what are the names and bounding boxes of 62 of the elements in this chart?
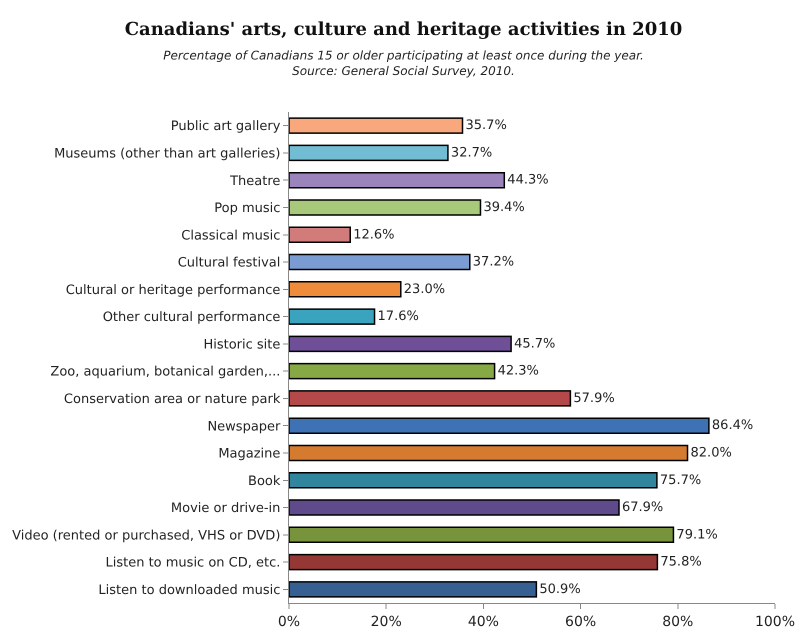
y-tick-label: Video (rented or purchased, VHS or DVD) [12, 528, 280, 544]
data-label: 82.0% [690, 445, 732, 460]
bar [289, 336, 512, 352]
data-label: 17.6% [378, 309, 419, 324]
data-label: 23.0% [404, 282, 446, 297]
data-label: 57.9% [573, 390, 615, 406]
y-tick-label: Movie or drive-in [170, 501, 280, 516]
y-tick-label: Cultural or heritage performance [66, 282, 280, 298]
data-label: 50.9% [539, 582, 581, 597]
y-tick-label: Magazine [218, 446, 280, 462]
y-tick-label: Theatre [229, 174, 280, 189]
bar [289, 308, 376, 325]
data-label: 37.2% [472, 254, 514, 270]
data-label: 39.4% [483, 200, 525, 215]
data-label: 12.6% [353, 227, 395, 242]
data-label: 86.4% [712, 418, 754, 434]
y-tick-label: Museums (other than art galleries) [54, 146, 280, 162]
y-tick-label: Conservation area or nature park [64, 392, 281, 407]
bar [289, 444, 688, 462]
bar [289, 472, 658, 488]
x-tick-label: 60% [565, 614, 596, 630]
y-tick-label: Listen to downloaded music [98, 582, 280, 598]
x-tick-label: 80% [662, 614, 694, 630]
y-tick-label: Classical music [181, 228, 280, 244]
bar [289, 499, 620, 516]
bar [289, 554, 658, 570]
y-tick-label: Public art gallery [170, 119, 281, 134]
y-tick-label: Historic site [203, 337, 280, 352]
data-label: 32.7% [450, 145, 492, 160]
bar [289, 144, 449, 162]
data-label: 45.7% [514, 336, 556, 352]
bar [289, 526, 674, 544]
bar [289, 390, 572, 407]
bar [289, 226, 351, 243]
y-tick-label: Cultural festival [178, 256, 280, 271]
x-tick-label: 20% [370, 614, 402, 630]
y-tick-label: Other cultural performance [102, 310, 280, 326]
data-label: 67.9% [622, 500, 664, 516]
y-tick-label: Newspaper [207, 419, 282, 434]
bar [289, 417, 710, 434]
bar [289, 117, 464, 134]
x-tick-label: 0% [278, 614, 300, 630]
bar [289, 281, 402, 298]
data-label: 35.7% [466, 118, 507, 134]
data-label: 42.3% [498, 364, 539, 379]
bar [289, 172, 506, 188]
bar [289, 199, 482, 216]
bar [289, 254, 471, 270]
data-label: 44.3% [507, 172, 549, 188]
y-tick-label: Pop music [214, 201, 280, 216]
bar [289, 362, 496, 380]
chart-subtitle: Percentage of Canadians 15 or older participating at least once during the year. Source: General Social Survey, 2010. [163, 48, 644, 78]
data-label: 79.1% [676, 527, 718, 542]
chart-title: Canadians' arts, culture and heritage activities in 2010 [124, 19, 682, 40]
x-tick-label: 100% [754, 614, 796, 630]
y-tick-label: Listen to music on CD, etc. [105, 556, 280, 571]
y-tick-label: Zoo, aquarium, botanical garden,... [50, 364, 280, 380]
y-tick-label: Book [248, 474, 281, 489]
bar [289, 581, 538, 598]
x-tick-label: 40% [468, 614, 499, 630]
data-label: 75.7% [660, 472, 702, 488]
data-label: 75.8% [660, 554, 702, 570]
